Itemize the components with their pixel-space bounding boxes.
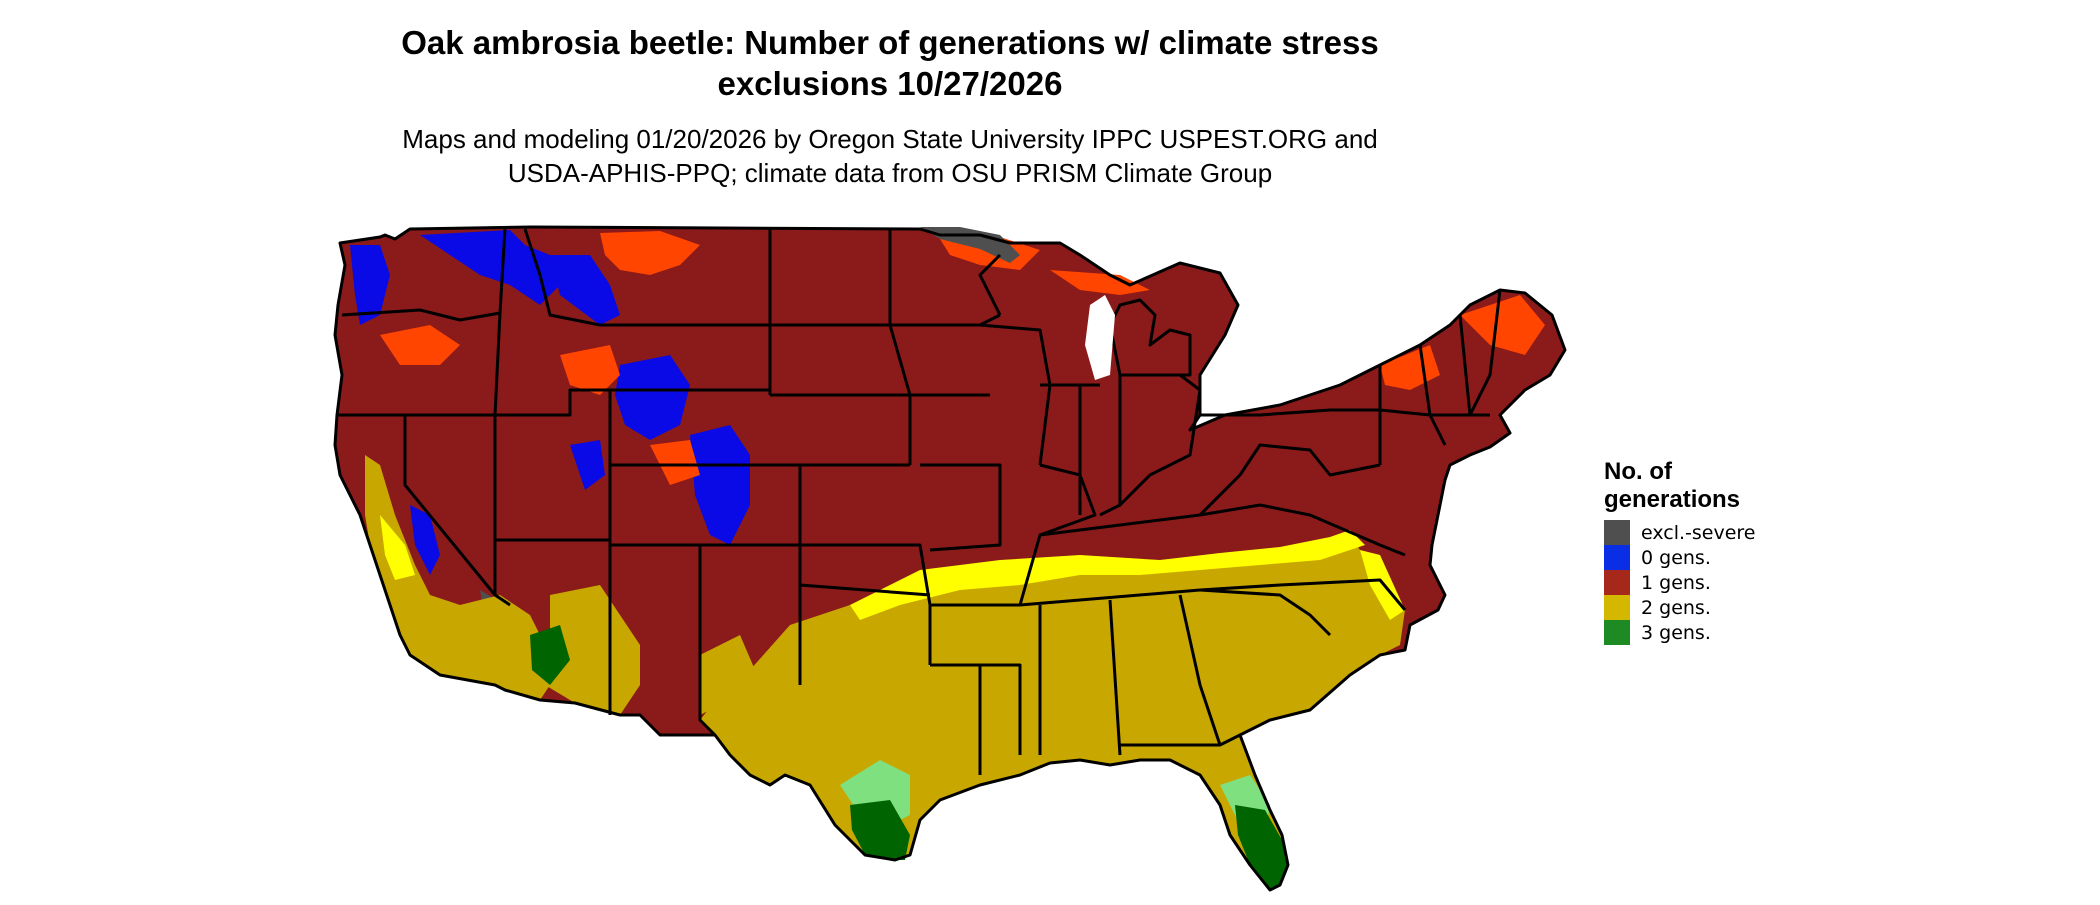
legend-item-2-gens: 2 gens. <box>1604 595 1756 620</box>
legend-label: 2 gens. <box>1641 596 1711 619</box>
legend-item-1-gens: 1 gens. <box>1604 570 1756 595</box>
legend-item-3-gens: 3 gens. <box>1604 620 1756 645</box>
legend-item-excl-severe: excl.-severe <box>1604 520 1756 545</box>
legend: No. of generations excl.-severe 0 gens. … <box>1604 458 1756 645</box>
map-title: Oak ambrosia beetle: Number of generatio… <box>0 22 1780 104</box>
title-line-2: exclusions 10/27/2026 <box>717 65 1063 102</box>
zone-2gens-california <box>365 455 550 700</box>
zone-0gens-idaho <box>420 230 560 305</box>
zone-0gens-colorado <box>690 425 750 545</box>
legend-title: No. of generations <box>1604 458 1756 514</box>
legend-swatch <box>1604 570 1630 595</box>
zone-3gens-arizona <box>530 625 570 685</box>
zone-1gens-light-maine <box>1460 295 1545 355</box>
zone-1gens-light-colorado <box>650 440 700 485</box>
map-subtitle: Maps and modeling 01/20/2026 by Oregon S… <box>0 122 1780 190</box>
legend-label: 0 gens. <box>1641 546 1711 569</box>
us-generations-map <box>333 225 1567 892</box>
zone-0gens-cascades <box>350 245 390 325</box>
zone-2gens-new-mexico-south <box>700 635 755 715</box>
zone-2gens-light-socal <box>380 515 415 580</box>
zone-3gens-texas <box>850 800 910 860</box>
zone-2gens-light-north-edge <box>850 530 1365 620</box>
subtitle-line-1: Maps and modeling 01/20/2026 by Oregon S… <box>402 124 1378 154</box>
zone-0gens-wyoming <box>615 355 690 440</box>
legend-label: 1 gens. <box>1641 571 1711 594</box>
legend-items: excl.-severe 0 gens. 1 gens. 2 gens. 3 g… <box>1604 520 1756 645</box>
zone-1gens-light-wyoming <box>560 345 620 395</box>
legend-label: excl.-severe <box>1641 521 1756 544</box>
zone-0gens-sierra <box>410 505 440 575</box>
state-borders <box>333 225 1567 892</box>
legend-item-0-gens: 0 gens. <box>1604 545 1756 570</box>
zone-2gens-arizona <box>545 585 640 715</box>
legend-swatch <box>1604 520 1630 545</box>
zone-0gens-montana <box>550 255 620 325</box>
lake-michigan <box>1085 295 1115 380</box>
legend-swatch <box>1604 545 1630 570</box>
legend-swatch <box>1604 595 1630 620</box>
legend-title-line-1: No. of <box>1604 458 1672 485</box>
zone-0gens-utah <box>570 440 605 490</box>
zone-1gens-light-oregon <box>380 325 460 365</box>
legend-title-line-2: generations <box>1604 486 1741 513</box>
legend-label: 3 gens. <box>1641 621 1711 644</box>
zone-3gens-florida <box>1235 805 1288 890</box>
legend-swatch <box>1604 620 1630 645</box>
zone-1gens-light-upper-michigan <box>1050 270 1150 295</box>
zone-1gens-light-north-montana <box>600 231 700 275</box>
title-line-1: Oak ambrosia beetle: Number of generatio… <box>401 24 1379 61</box>
subtitle-line-2: USDA-APHIS-PPQ; climate data from OSU PR… <box>507 158 1273 188</box>
